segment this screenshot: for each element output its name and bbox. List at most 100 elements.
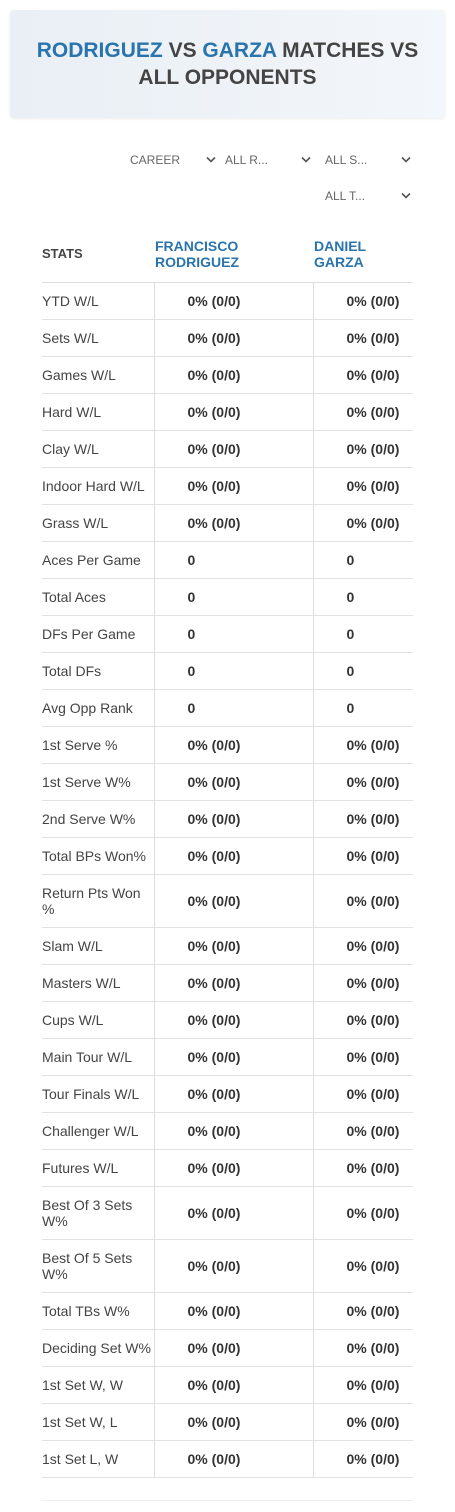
stat-row: Best Of 5 Sets W% 0% (0/0) 0% (0/0) [42,1239,413,1293]
stat-label: Best Of 3 Sets W% [42,1186,154,1240]
stat-value: 0% (0/0) [153,319,313,357]
dropdown-label: ALL R... [225,153,268,167]
stat-label: Return Pts Won % [42,874,154,928]
stat-value: 0% (0/0) [312,874,413,928]
stat-value: 0 [312,541,413,579]
chevron [301,156,311,163]
stat-row: Return Pts Won % 0% (0/0) 0% (0/0) [42,874,413,928]
stat-value: 0% (0/0) [312,1112,413,1150]
stat-value: 0 [153,689,313,727]
stat-label: Main Tour W/L [42,1038,154,1076]
vs: VS [168,39,197,62]
chevron [206,156,216,163]
stat-row: Futures W/L 0% (0/0) 0% (0/0) [42,1149,413,1187]
stat-label: Aces Per Game [42,541,154,579]
stat-value: 0% (0/0) [153,1239,313,1293]
dropdown-label: ALL T... [325,189,366,203]
stat-row: YTD W/L 0% (0/0) 0% (0/0) [42,282,413,320]
stat-value: 0 [153,541,313,579]
stat-label: Slam W/L [42,927,154,965]
stat-value: 0% (0/0) [312,964,413,1002]
stat-value: 0% (0/0) [312,1329,413,1367]
stat-value: 0% (0/0) [312,837,413,875]
stat-value: 0% (0/0) [153,927,313,965]
stat-label: Sets W/L [42,319,154,357]
dropdown-label: CAREER [130,153,181,167]
stat-row: Indoor Hard W/L 0% (0/0) 0% (0/0) [42,467,413,505]
stat-value: 0% (0/0) [153,393,313,431]
stat-label: Total BPs Won% [42,837,154,875]
stat-label: Masters W/L [42,964,154,1002]
player2-link[interactable]: GARZA [202,39,277,62]
stat-value: 0% (0/0) [153,1292,313,1330]
dropdown[interactable]: CAREER [130,150,216,170]
stat-label: Total Aces [42,578,154,616]
dropdown[interactable]: ALL R... [225,150,311,170]
stat-label: Deciding Set W% [42,1329,154,1367]
stat-value: 0 [153,615,313,653]
stat-row: Games W/L 0% (0/0) 0% (0/0) [42,356,413,394]
stat-value: 0% (0/0) [153,1329,313,1367]
stat-value: 0 [312,689,413,727]
header-row: STATS FRANCISCO RODRIGUEZ DANIEL GARZA [42,225,413,283]
stat-label: 1st Set W, L [42,1403,154,1441]
stat-value: 0% (0/0) [153,874,313,928]
stat-value: 0% (0/0) [153,282,313,320]
stat-value: 0% (0/0) [312,356,413,394]
stat-row: Avg Opp Rank 0 0 [42,689,413,727]
stat-value: 0% (0/0) [312,1001,413,1039]
stat-value: 0% (0/0) [312,800,413,838]
chevron [401,192,411,199]
stat-value: 0% (0/0) [153,800,313,838]
stat-row: Aces Per Game 0 0 [42,541,413,579]
stat-label: Indoor Hard W/L [42,467,154,505]
dropdown[interactable]: ALL S... [325,150,411,170]
stat-value: 0% (0/0) [312,1075,413,1113]
stat-value: 0% (0/0) [312,1440,413,1478]
stat-row: 1st Serve W% 0% (0/0) 0% (0/0) [42,763,413,801]
stat-value: 0% (0/0) [153,1001,313,1039]
stat-value: 0 [153,652,313,690]
column-header[interactable]: FRANCISCO RODRIGUEZ [154,225,313,283]
stats-table: STATS FRANCISCO RODRIGUEZ DANIEL GARZA Y… [42,225,413,1478]
stat-value: 0% (0/0) [312,467,413,505]
stat-value: 0% (0/0) [312,504,413,542]
stat-row: Clay W/L 0% (0/0) 0% (0/0) [42,430,413,468]
player1-link[interactable]: RODRIGUEZ [36,39,163,62]
stat-label: Hard W/L [42,393,154,431]
stat-label: Futures W/L [42,1149,154,1187]
stat-value: 0% (0/0) [153,504,313,542]
stat-value: 0% (0/0) [312,1186,413,1240]
stat-row: Slam W/L 0% (0/0) 0% (0/0) [42,927,413,965]
stat-row: Main Tour W/L 0% (0/0) 0% (0/0) [42,1038,413,1076]
stat-label: Best Of 5 Sets W% [42,1239,154,1293]
stat-label: Challenger W/L [42,1112,154,1150]
stat-row: Total BPs Won% 0% (0/0) 0% (0/0) [42,837,413,875]
stat-value: 0% (0/0) [312,763,413,801]
stat-value: 0% (0/0) [153,726,313,764]
stat-value: 0% (0/0) [153,964,313,1002]
stat-row: Hard W/L 0% (0/0) 0% (0/0) [42,393,413,431]
stat-value: 0 [312,615,413,653]
table-body: YTD W/L 0% (0/0) 0% (0/0) Sets W/L 0% (0/0) 0… [42,282,413,1478]
stat-label: Avg Opp Rank [42,689,154,727]
stat-label: Games W/L [42,356,154,394]
stat-value: 0 [153,578,313,616]
stat-label: 1st Set L, W [42,1440,154,1478]
stat-value: 0% (0/0) [153,1075,313,1113]
stat-value: 0% (0/0) [312,927,413,965]
chevron [401,156,411,163]
stat-label: 1st Set W, W [42,1366,154,1404]
stat-row: 2nd Serve W% 0% (0/0) 0% (0/0) [42,800,413,838]
stat-label: Grass W/L [42,504,154,542]
dropdown-label: ALL S... [325,153,368,167]
stat-value: 0% (0/0) [312,1403,413,1441]
dropdown[interactable]: ALL T... [325,186,411,206]
stat-row: Cups W/L 0% (0/0) 0% (0/0) [42,1001,413,1039]
stat-row: Deciding Set W% 0% (0/0) 0% (0/0) [42,1329,413,1367]
stat-row: DFs Per Game 0 0 [42,615,413,653]
stat-value: 0% (0/0) [153,763,313,801]
column-header[interactable]: DANIEL GARZA [313,225,413,283]
stat-row: Masters W/L 0% (0/0) 0% (0/0) [42,964,413,1002]
